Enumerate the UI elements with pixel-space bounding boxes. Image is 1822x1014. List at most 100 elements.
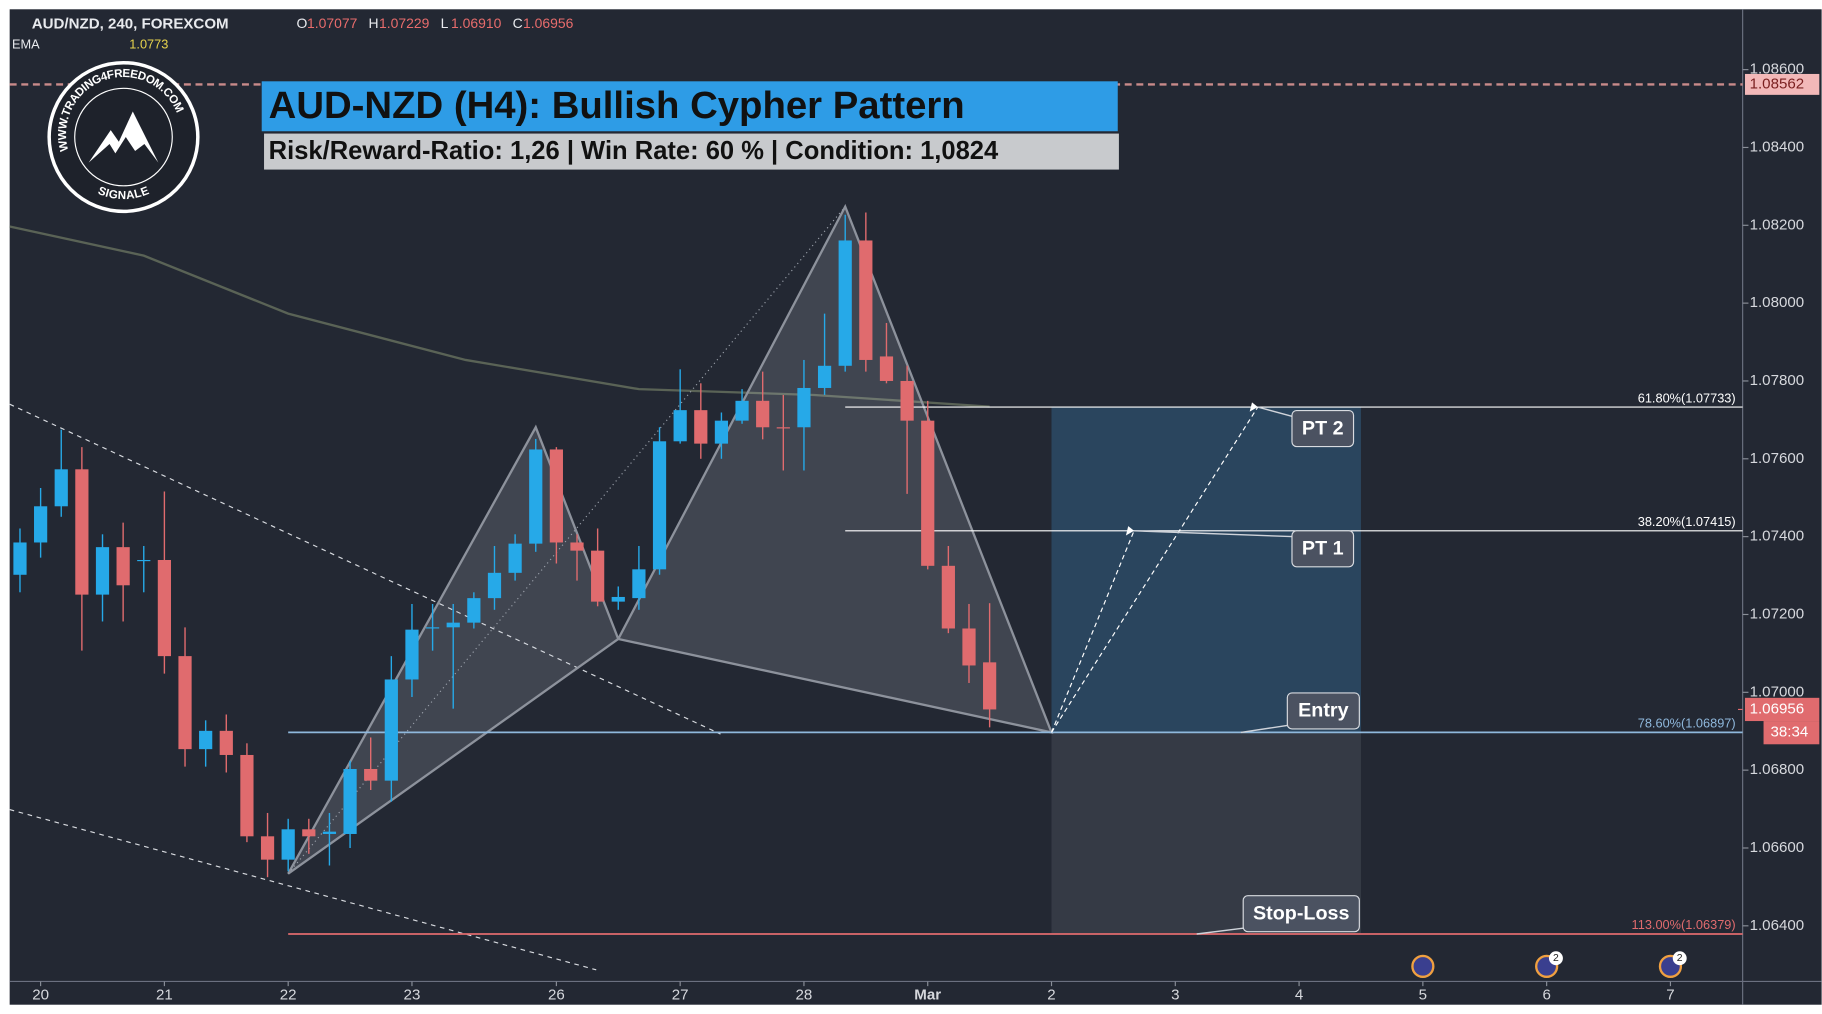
event-badge <box>1672 951 1687 966</box>
candle-body <box>322 831 337 834</box>
candle-body <box>900 380 914 421</box>
price-tag-label: 1.06956 <box>1750 700 1805 717</box>
ema-value: 1.0773 <box>129 37 168 52</box>
candle-body <box>591 550 605 602</box>
x-tick-label: 22 <box>280 986 297 1003</box>
candle-body <box>384 679 398 781</box>
logo-tag: SIGNALE <box>96 184 151 202</box>
countdown-label: 38:34 <box>1771 724 1809 741</box>
candle-body <box>694 410 708 444</box>
candle-body <box>343 768 357 834</box>
x-tick-label: 27 <box>672 986 689 1003</box>
candle-body <box>157 559 171 657</box>
target-zone <box>1051 407 1361 733</box>
candle-body <box>838 240 852 366</box>
annotation-pointer <box>1196 927 1244 935</box>
annotation-label: PT 2 <box>1302 417 1344 439</box>
x-tick-label: 21 <box>156 986 173 1003</box>
candle-body <box>652 441 667 570</box>
annotation-label: Entry <box>1298 700 1348 722</box>
candle-body <box>281 829 295 860</box>
annotation-pointer <box>1240 724 1288 734</box>
price-tag <box>1744 697 1820 722</box>
candle-body <box>921 420 935 566</box>
trend-line <box>9 403 721 735</box>
candle-body <box>219 730 233 755</box>
candle-body <box>983 662 997 710</box>
ohlc-key: C <box>513 15 523 31</box>
candle-body <box>879 356 894 381</box>
subtitle: Risk/Reward-Ratio: 1,26 | Win Rate: 60 %… <box>269 137 999 165</box>
price-tag <box>1744 73 1820 95</box>
candle-body <box>240 754 254 837</box>
candle-body <box>34 506 48 543</box>
target-arrow <box>1050 530 1135 733</box>
arrow-head <box>1249 402 1258 412</box>
candle-body <box>776 427 790 429</box>
annotation-label: Stop-Loss <box>1253 902 1349 924</box>
y-tick-label: 1.08400 <box>1750 138 1805 155</box>
candle-body <box>302 829 316 837</box>
ema-key: EMA <box>12 37 40 52</box>
candle-body <box>797 387 811 428</box>
y-tick-label: 1.07400 <box>1750 528 1805 545</box>
candle-body <box>467 598 481 623</box>
candle-body <box>673 410 687 442</box>
y-tick-label: 1.07000 <box>1750 683 1805 700</box>
candle-body <box>75 469 89 595</box>
x-tick-label: 2 <box>1047 986 1055 1003</box>
candle-body <box>54 469 68 507</box>
countdown-tag <box>1763 721 1820 745</box>
x-tick-label: 7 <box>1666 986 1674 1003</box>
event-badge <box>1548 951 1563 966</box>
candle-body <box>260 836 275 860</box>
pattern-diagonal <box>287 206 846 875</box>
ema-line <box>9 225 990 408</box>
level-label: 78.60%(1.06897) <box>1638 716 1736 731</box>
logo-text: SIGNALE <box>96 184 151 202</box>
candle-body <box>817 365 832 388</box>
candle-body <box>962 628 976 666</box>
candle-body <box>529 449 543 544</box>
candle-body <box>570 542 584 551</box>
x-tick-label: Mar <box>914 986 941 1003</box>
candle-body <box>549 449 563 543</box>
candle-body <box>487 572 502 599</box>
price-tag-label: 1.08562 <box>1750 75 1805 92</box>
candle-body <box>735 400 749 421</box>
annotation-pointer <box>1134 530 1293 538</box>
candle-body <box>199 730 213 750</box>
x-tick-label: 23 <box>404 986 421 1003</box>
x-tick-label: 20 <box>32 986 49 1003</box>
ohlc-value: 1.06956 <box>523 15 574 31</box>
candle-body <box>756 400 770 428</box>
candle-body <box>116 547 130 586</box>
ohlc-value: 1.07077 <box>307 15 358 31</box>
ohlc-value: 1.06910 <box>451 15 502 31</box>
candle-body <box>632 569 646 599</box>
candle-body <box>95 547 110 595</box>
title: AUD-NZD (H4): Bullish Cypher Pattern <box>269 84 965 127</box>
candle-body <box>941 565 955 629</box>
candle-body <box>405 629 419 680</box>
ohlc-value: 1.07229 <box>379 15 430 31</box>
x-tick-label: 3 <box>1171 986 1179 1003</box>
annotation-box <box>1286 692 1360 730</box>
annotation-box <box>1242 895 1360 933</box>
candle-body <box>178 656 192 750</box>
y-tick-label: 1.06400 <box>1750 917 1805 934</box>
annotation-pointer <box>1257 406 1293 418</box>
arrow-head <box>1125 526 1135 536</box>
ohlc-key: H <box>369 15 379 31</box>
y-tick-label: 1.07200 <box>1750 605 1805 622</box>
logo-mountains <box>88 111 159 163</box>
annotation-box <box>1291 409 1355 448</box>
y-tick-label: 1.08000 <box>1750 294 1805 311</box>
subtitle-box <box>264 133 1119 170</box>
annotation-box <box>1291 530 1355 568</box>
x-tick-label: 4 <box>1295 986 1303 1003</box>
title-box <box>261 81 1118 132</box>
x-tick-label: 28 <box>796 986 813 1003</box>
y-tick-label: 1.06800 <box>1750 761 1805 778</box>
candle-body <box>714 420 729 444</box>
